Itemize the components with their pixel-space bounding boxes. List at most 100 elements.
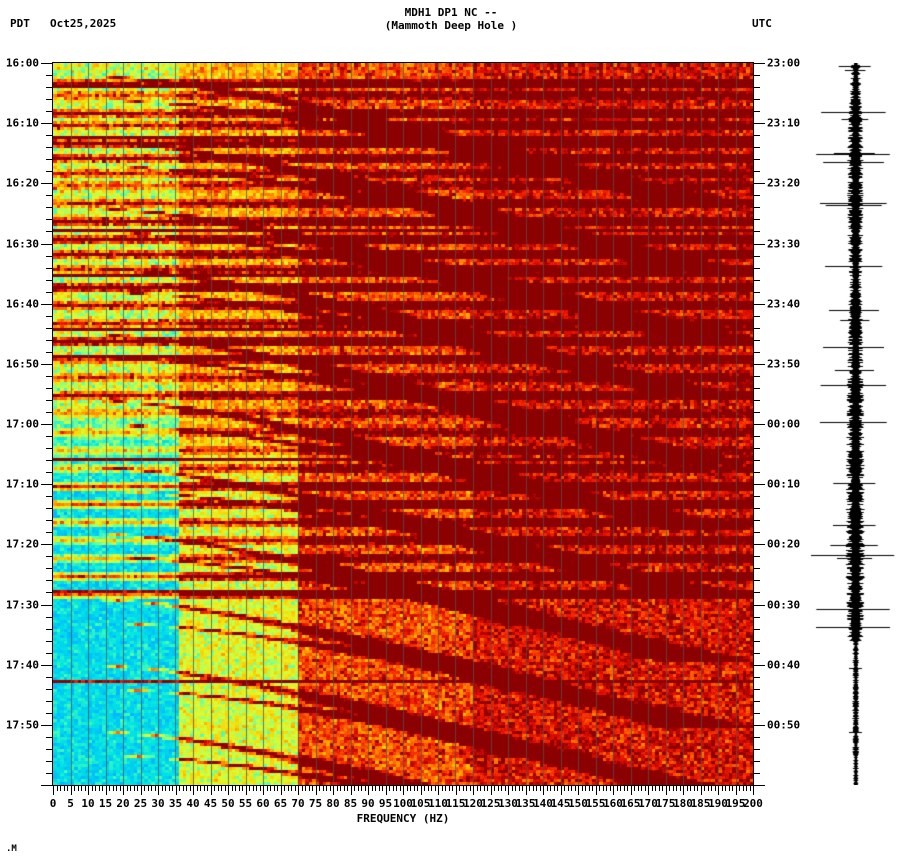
freq-tick-minor <box>742 785 744 791</box>
time-tick-minor-right <box>753 736 760 738</box>
time-tick-minor-left <box>46 448 53 450</box>
freq-tick-minor <box>518 785 520 791</box>
freq-tick-major <box>595 785 597 795</box>
freq-tick-minor <box>522 785 523 791</box>
freq-tick-minor <box>347 785 348 791</box>
time-tick-minor-right <box>753 448 760 450</box>
freq-tick-minor <box>392 785 394 791</box>
freq-label: 95 <box>378 797 393 810</box>
freq-tick-major <box>368 785 369 795</box>
freq-tick-minor <box>172 785 173 791</box>
freq-tick-minor <box>165 785 166 791</box>
time-tick-minor-right <box>753 568 760 570</box>
freq-tick-major <box>88 785 89 795</box>
time-tick-minor-right <box>753 267 760 269</box>
time-tick-minor-left <box>46 267 53 269</box>
time-tick-minor-left <box>46 640 53 642</box>
freq-tick-major <box>455 785 457 795</box>
time-label-utc: 23:00 <box>767 56 801 70</box>
freq-tick-minor <box>364 785 366 791</box>
time-tick-major-right <box>753 303 765 305</box>
freq-tick-minor <box>322 785 324 791</box>
header-timezone-right: UTC <box>752 17 772 30</box>
freq-tick-minor <box>676 785 677 791</box>
freq-tick-minor <box>686 785 688 791</box>
freq-tick-major <box>718 785 719 795</box>
time-tick-minor-left <box>46 207 53 209</box>
freq-label: 10 <box>81 797 95 810</box>
freq-tick-minor <box>284 785 285 791</box>
freq-tick-minor <box>308 785 310 791</box>
time-label-utc: 00:40 <box>767 658 801 672</box>
freq-tick-major <box>648 785 649 795</box>
freq-tick-minor <box>704 785 705 791</box>
freq-tick-minor <box>662 785 663 791</box>
freq-tick-minor <box>746 785 747 791</box>
frequency-axis-title: FREQUENCY (HZ) <box>356 812 450 825</box>
time-tick-minor-left <box>46 159 53 161</box>
time-tick-major-right <box>753 123 765 125</box>
time-tick-minor-left <box>46 219 53 221</box>
freq-label: 50 <box>221 797 235 810</box>
time-label-utc: 00:10 <box>767 477 801 491</box>
freq-tick-minor <box>581 785 583 791</box>
time-tick-minor-right <box>753 628 760 630</box>
freq-tick-minor <box>469 785 471 791</box>
time-tick-minor-left <box>46 652 53 654</box>
freq-label: 70 <box>291 797 305 810</box>
freq-label: 165 <box>620 797 641 810</box>
freq-tick-minor <box>476 785 478 791</box>
freq-label: 180 <box>673 797 693 810</box>
time-tick-minor-right <box>753 532 760 534</box>
freq-tick-major <box>175 785 177 795</box>
freq-tick-major <box>630 785 632 795</box>
freq-tick-minor <box>452 785 453 791</box>
time-label-pdt: 17:50 <box>5 718 39 732</box>
time-label-pdt: 16:10 <box>5 116 39 130</box>
freq-tick-minor <box>56 785 58 791</box>
freq-tick-minor <box>620 785 621 791</box>
time-tick-major-left <box>41 604 53 606</box>
time-axis-pdt: 16:00 16:10 16:20 16:30 16:40 16:50 17:00 17:10… <box>0 57 53 786</box>
corner-mark: .M <box>6 844 17 854</box>
time-tick-minor-left <box>46 592 53 594</box>
freq-tick-major <box>700 785 702 795</box>
freq-tick-minor <box>270 785 271 791</box>
time-tick-minor-left <box>46 231 53 233</box>
freq-tick-minor <box>529 785 530 791</box>
freq-tick-minor <box>126 785 128 791</box>
time-tick-major-right <box>753 243 765 245</box>
freq-tick-major <box>298 785 299 795</box>
time-tick-minor-right <box>753 135 760 137</box>
spectrogram-plot[interactable] <box>53 63 753 785</box>
freq-tick-minor <box>294 785 296 791</box>
time-tick-minor-left <box>46 99 53 101</box>
time-tick-minor-right <box>753 279 760 281</box>
time-tick-major-right <box>753 785 765 786</box>
freq-tick-minor <box>207 785 208 791</box>
freq-label: 40 <box>186 797 200 810</box>
time-tick-minor-left <box>46 87 53 89</box>
freq-label: 100 <box>393 797 413 810</box>
time-tick-major-right <box>753 424 765 425</box>
freq-tick-minor <box>214 785 215 791</box>
freq-label: 5 <box>67 797 74 810</box>
spectrogram-canvas <box>53 63 753 785</box>
freq-tick-minor <box>312 785 313 791</box>
freq-label: 20 <box>116 797 130 810</box>
freq-tick-major <box>753 785 754 795</box>
time-tick-minor-right <box>753 592 760 594</box>
time-tick-major-right <box>753 664 765 666</box>
freq-tick-minor <box>550 785 551 791</box>
freq-tick-minor <box>266 785 268 791</box>
freq-tick-minor <box>326 785 327 791</box>
time-label-pdt: 16:00 <box>5 56 39 70</box>
page-subtitle: (Mammoth Deep Hole ) <box>384 19 518 32</box>
time-tick-major-left <box>41 785 53 786</box>
time-tick-minor-left <box>46 760 53 762</box>
freq-tick-minor <box>462 785 464 791</box>
time-tick-minor-right <box>753 171 760 173</box>
freq-tick-minor <box>217 785 219 791</box>
time-tick-minor-left <box>46 568 53 570</box>
time-tick-minor-left <box>46 628 53 630</box>
